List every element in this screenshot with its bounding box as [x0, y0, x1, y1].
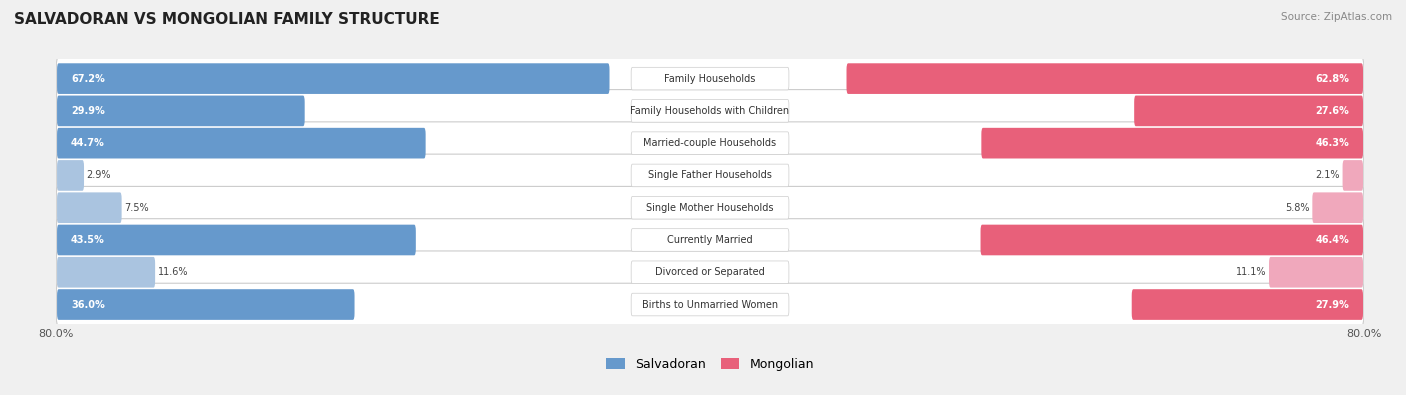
Text: 43.5%: 43.5% [70, 235, 104, 245]
FancyBboxPatch shape [631, 261, 789, 284]
Text: Births to Unmarried Women: Births to Unmarried Women [643, 299, 778, 310]
FancyBboxPatch shape [56, 251, 1364, 293]
Text: Currently Married: Currently Married [668, 235, 752, 245]
FancyBboxPatch shape [631, 67, 789, 90]
FancyBboxPatch shape [631, 196, 789, 219]
FancyBboxPatch shape [56, 186, 1364, 229]
FancyBboxPatch shape [1135, 96, 1362, 126]
FancyBboxPatch shape [1270, 257, 1362, 288]
FancyBboxPatch shape [58, 192, 121, 223]
Text: 62.8%: 62.8% [1315, 73, 1350, 84]
FancyBboxPatch shape [631, 293, 789, 316]
Text: 46.4%: 46.4% [1316, 235, 1350, 245]
FancyBboxPatch shape [981, 128, 1362, 158]
Text: Single Mother Households: Single Mother Households [647, 203, 773, 213]
FancyBboxPatch shape [631, 132, 789, 154]
Text: 27.9%: 27.9% [1316, 299, 1350, 310]
Text: 44.7%: 44.7% [70, 138, 104, 148]
Text: Married-couple Households: Married-couple Households [644, 138, 776, 148]
Text: Family Households: Family Households [665, 73, 755, 84]
FancyBboxPatch shape [58, 289, 354, 320]
Legend: Salvadoran, Mongolian: Salvadoran, Mongolian [602, 353, 818, 376]
Text: Single Father Households: Single Father Households [648, 170, 772, 181]
Text: 46.3%: 46.3% [1316, 138, 1350, 148]
FancyBboxPatch shape [58, 160, 84, 191]
FancyBboxPatch shape [56, 154, 1364, 197]
FancyBboxPatch shape [56, 283, 1364, 326]
Text: 11.6%: 11.6% [157, 267, 188, 277]
Text: 29.9%: 29.9% [70, 106, 104, 116]
Text: 36.0%: 36.0% [70, 299, 104, 310]
FancyBboxPatch shape [56, 57, 1364, 100]
FancyBboxPatch shape [631, 164, 789, 187]
FancyBboxPatch shape [1132, 289, 1362, 320]
Text: 11.1%: 11.1% [1236, 267, 1267, 277]
FancyBboxPatch shape [631, 229, 789, 251]
FancyBboxPatch shape [56, 122, 1364, 164]
FancyBboxPatch shape [56, 219, 1364, 261]
FancyBboxPatch shape [56, 90, 1364, 132]
Text: 67.2%: 67.2% [70, 73, 104, 84]
Text: 2.1%: 2.1% [1316, 170, 1340, 181]
Text: Divorced or Separated: Divorced or Separated [655, 267, 765, 277]
FancyBboxPatch shape [631, 100, 789, 122]
FancyBboxPatch shape [1312, 192, 1362, 223]
FancyBboxPatch shape [58, 128, 426, 158]
Text: SALVADORAN VS MONGOLIAN FAMILY STRUCTURE: SALVADORAN VS MONGOLIAN FAMILY STRUCTURE [14, 12, 440, 27]
Text: 7.5%: 7.5% [124, 203, 149, 213]
Text: 5.8%: 5.8% [1285, 203, 1310, 213]
Text: Family Households with Children: Family Households with Children [630, 106, 790, 116]
FancyBboxPatch shape [58, 63, 610, 94]
Text: Source: ZipAtlas.com: Source: ZipAtlas.com [1281, 12, 1392, 22]
FancyBboxPatch shape [58, 257, 155, 288]
Text: 2.9%: 2.9% [87, 170, 111, 181]
FancyBboxPatch shape [980, 225, 1362, 255]
Text: 27.6%: 27.6% [1316, 106, 1350, 116]
FancyBboxPatch shape [58, 225, 416, 255]
FancyBboxPatch shape [846, 63, 1362, 94]
FancyBboxPatch shape [58, 96, 305, 126]
FancyBboxPatch shape [1343, 160, 1362, 191]
